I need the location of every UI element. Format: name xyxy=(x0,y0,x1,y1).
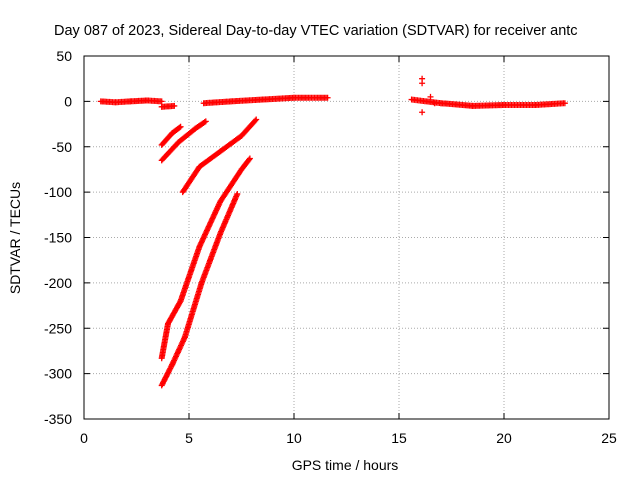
data-point xyxy=(419,80,426,87)
x-tick-label: 0 xyxy=(80,430,88,446)
data-point xyxy=(201,119,208,126)
chart-title: Day 087 of 2023, Sidereal Day-to-day VTE… xyxy=(54,23,578,39)
data-point xyxy=(234,190,241,197)
x-axis-ticks: 0 5 10 15 20 25 xyxy=(80,56,617,446)
x-tick-label: 20 xyxy=(496,430,512,446)
x-tick-label: 25 xyxy=(601,430,617,446)
y-tick-label: -50 xyxy=(52,139,72,155)
data-point xyxy=(427,93,434,100)
data-point xyxy=(431,100,438,107)
data-point xyxy=(168,362,175,369)
x-tick-label: 15 xyxy=(391,430,407,446)
y-tick-label: -150 xyxy=(44,230,72,246)
data-point xyxy=(176,124,183,131)
data-point xyxy=(252,117,259,124)
y-axis-ticks: 50 0 -50 -100 -150 -200 -250 -300 -350 xyxy=(44,48,609,427)
data-point xyxy=(158,98,165,105)
y-tick-label: -350 xyxy=(44,411,72,427)
data-point xyxy=(202,118,209,125)
y-tick-label: -300 xyxy=(44,366,72,382)
data-point xyxy=(171,102,178,109)
data-point xyxy=(324,94,331,101)
x-tick-label: 5 xyxy=(185,430,193,446)
data-point xyxy=(246,156,253,163)
data-point xyxy=(176,299,183,306)
data-point xyxy=(253,116,260,123)
y-tick-label: -250 xyxy=(44,320,72,336)
y-tick-label: -200 xyxy=(44,275,72,291)
data-point xyxy=(177,123,184,130)
x-axis-label: GPS time / hours xyxy=(292,457,399,473)
data-points xyxy=(97,75,568,389)
grid-lines xyxy=(84,56,609,419)
data-point xyxy=(246,155,253,162)
data-point xyxy=(561,100,568,107)
x-tick-label: 10 xyxy=(286,430,302,446)
data-point xyxy=(419,109,426,116)
y-tick-label: 0 xyxy=(64,93,72,109)
y-axis-label: SDTVAR / TECUs xyxy=(7,182,23,294)
y-tick-label: -100 xyxy=(44,184,72,200)
y-tick-label: 50 xyxy=(56,48,72,64)
